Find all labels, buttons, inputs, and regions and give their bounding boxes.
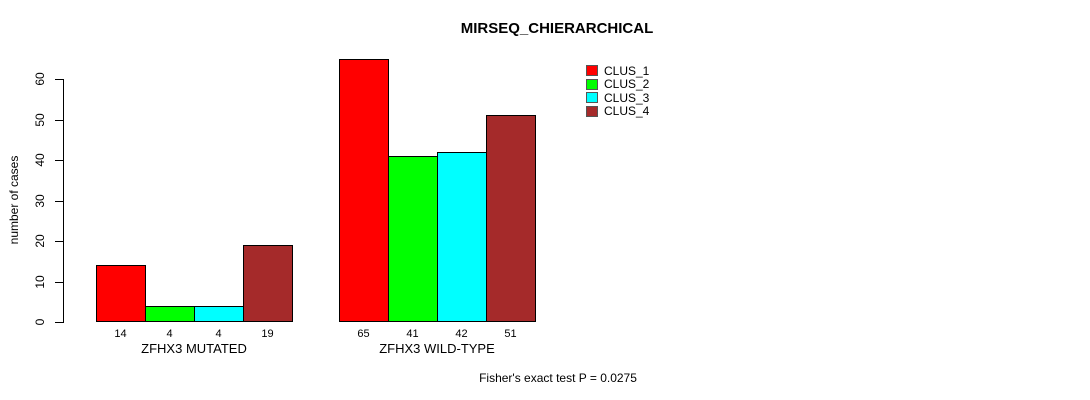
chart-title: MIRSEQ_CHIERARCHICAL <box>460 20 654 37</box>
bar-clus_2-1 <box>145 306 195 322</box>
legend-swatch-icon <box>586 92 598 104</box>
y-axis-label: number of cases <box>7 155 21 245</box>
bar-clus_2-2 <box>388 156 438 322</box>
category-label: ZFHX3 WILD-TYPE <box>379 341 495 356</box>
bar-value-label: 14 <box>114 328 127 340</box>
legend-swatch-icon <box>586 78 598 90</box>
y-tick-label: 50 <box>33 112 47 127</box>
bar-clus_3-2 <box>437 152 487 322</box>
y-tick-mark <box>55 281 63 283</box>
bar-value-label: 51 <box>504 328 517 340</box>
y-tick-label: 30 <box>33 193 47 208</box>
legend: CLUS_1 CLUS_2 CLUS_3 CLUS_4 <box>586 64 649 118</box>
bar-clus_4-1 <box>243 245 293 322</box>
legend-swatch-icon <box>586 105 598 117</box>
bar-value-label: 65 <box>357 328 370 340</box>
y-tick-label: 20 <box>33 234 47 248</box>
y-tick-mark <box>55 241 63 242</box>
y-tick-label: 10 <box>33 274 47 289</box>
legend-label: CLUS_4 <box>604 104 650 119</box>
legend-item-clus_1: CLUS_1 <box>586 64 649 78</box>
bar-value-label: 42 <box>455 328 468 340</box>
legend-label: CLUS_1 <box>604 63 650 78</box>
bar-value-label: 4 <box>215 328 222 340</box>
footer-annotation: Fisher's exact test P = 0.0275 <box>479 371 637 385</box>
legend-swatch-icon <box>586 65 598 77</box>
y-tick-mark <box>55 119 63 121</box>
y-tick-label: 40 <box>33 153 47 167</box>
legend-item-clus_4: CLUS_4 <box>586 104 650 119</box>
bar-value-label: 19 <box>261 328 274 340</box>
bar-clus_1-2 <box>339 59 389 322</box>
y-tick-mark <box>55 160 63 161</box>
bar-clus_1-1 <box>96 265 146 322</box>
bar-clus_4-2 <box>486 115 536 322</box>
category-label: ZFHX3 MUTATED <box>141 341 247 356</box>
y-tick-mark <box>55 79 63 80</box>
y-tick-mark <box>55 322 63 323</box>
y-tick-label: 60 <box>33 72 47 86</box>
y-tick-label: 0 <box>33 318 47 326</box>
legend-label: CLUS_2 <box>604 77 650 92</box>
y-axis-line <box>63 79 64 323</box>
legend-label: CLUS_3 <box>604 90 650 105</box>
bar-clus_3-1 <box>194 306 244 322</box>
y-tick-mark <box>55 200 63 202</box>
legend-item-clus_3: CLUS_3 <box>586 91 649 105</box>
bar-value-label: 4 <box>166 328 173 340</box>
legend-item-clus_2: CLUS_2 <box>586 77 650 92</box>
bar-value-label: 41 <box>406 328 419 340</box>
